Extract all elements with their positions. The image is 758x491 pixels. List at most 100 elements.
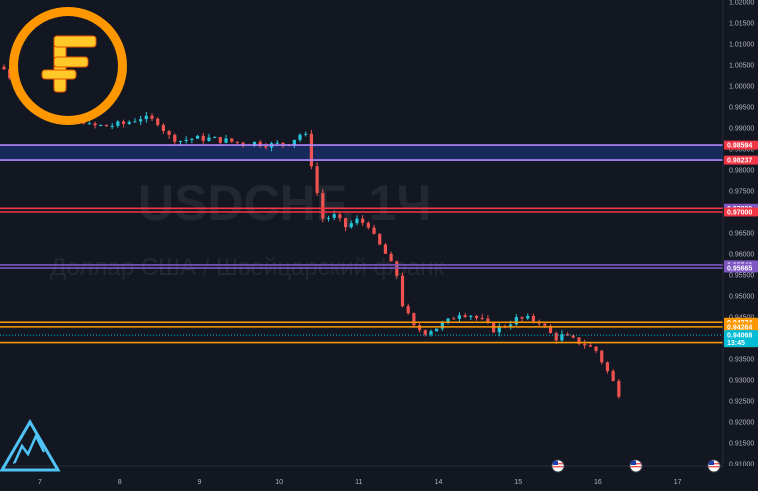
flag-canton [709, 461, 714, 465]
candle-body [509, 324, 513, 327]
candle-body [389, 253, 393, 262]
candle-body [480, 318, 484, 320]
level-price-badge-bg [724, 263, 758, 273]
us-flag-event-icon [707, 459, 721, 473]
candle [304, 131, 308, 137]
time-tick-label: 7 [38, 479, 42, 486]
candle [116, 120, 120, 128]
candle [292, 139, 296, 149]
candle [121, 119, 126, 128]
candle-body [560, 334, 564, 341]
candle [400, 272, 405, 308]
candle-body [99, 124, 103, 126]
candle-body [156, 118, 160, 125]
candle [224, 134, 228, 144]
candle-body [343, 218, 348, 228]
candle [349, 220, 353, 229]
candle-body [93, 123, 97, 126]
candle [514, 314, 518, 326]
candle [161, 123, 166, 134]
candle [617, 378, 621, 399]
time-tick-label: 17 [674, 479, 682, 486]
events-layer [551, 459, 721, 473]
flag-stripe [631, 466, 641, 468]
price-tick-label: 0.92500 [729, 398, 754, 405]
candle-body [588, 345, 592, 347]
price-tick-label: 0.93500 [729, 356, 754, 363]
candle-body [161, 124, 166, 132]
candle-body [298, 134, 302, 140]
candle [258, 139, 262, 148]
price-axis[interactable] [723, 0, 758, 466]
candle-body [474, 315, 479, 319]
candle [463, 313, 467, 319]
candle-body [526, 315, 530, 319]
price-tick-label: 0.98500 [729, 147, 754, 154]
franc-coin-logo [9, 7, 127, 125]
candle [139, 115, 143, 126]
candle [195, 134, 200, 139]
candle [252, 141, 257, 147]
candle [611, 369, 615, 382]
us-flag-event-icon [629, 459, 643, 473]
candle-body [469, 315, 473, 317]
trading-university-logo [0, 419, 61, 472]
candle-body [121, 121, 126, 124]
time-tick-label: 14 [435, 479, 443, 486]
candle [87, 121, 91, 125]
candle-body [554, 333, 558, 341]
candle [156, 117, 160, 127]
candle-body [355, 218, 359, 224]
price-tick-label: 1.00500 [729, 63, 754, 70]
candle-body [252, 141, 257, 146]
candle-body [150, 115, 154, 119]
candle-body [457, 315, 462, 319]
candle-body [224, 138, 228, 143]
candle [343, 217, 348, 232]
candle [577, 337, 581, 346]
candle [406, 303, 410, 315]
candle [429, 329, 433, 337]
price-tick-label: 0.96000 [729, 251, 754, 258]
candle [366, 221, 370, 230]
candle [173, 133, 177, 145]
candle [423, 329, 427, 337]
flag-stripe [553, 466, 563, 468]
level-price-badge: 0.98594 [724, 140, 758, 150]
candle-body [241, 142, 245, 145]
candle-body [600, 350, 604, 363]
candle [230, 138, 234, 143]
candle-body [326, 217, 331, 219]
support-zone [0, 145, 723, 161]
candle-body [230, 138, 234, 142]
level-price-badge: 0.97000 [724, 207, 758, 217]
price-tick-label: 0.91500 [729, 440, 754, 447]
candle [446, 318, 450, 325]
candle [213, 136, 217, 139]
level-price-badge-text: 0.97000 [727, 210, 752, 217]
candle [469, 314, 473, 321]
candle [110, 122, 114, 129]
time-axis[interactable] [0, 466, 758, 491]
level-price-badge-text: 0.95665 [727, 266, 752, 273]
candle-body [235, 141, 240, 143]
candle-body [275, 142, 279, 144]
candle-body [520, 317, 524, 319]
levels-layer [0, 144, 723, 344]
countdown-text: 13:45 [727, 340, 745, 347]
candle-body [378, 233, 382, 245]
candle-body [110, 125, 114, 127]
candle [235, 141, 240, 145]
candle-body [531, 315, 536, 322]
candle-body [281, 142, 285, 145]
candle-body [190, 138, 194, 140]
candle [355, 215, 359, 226]
candle-body [383, 244, 388, 254]
candle-body [258, 141, 262, 147]
level-price-badge: 0.95665 [724, 263, 758, 273]
candle-body [184, 139, 188, 142]
candle-body [178, 141, 183, 143]
